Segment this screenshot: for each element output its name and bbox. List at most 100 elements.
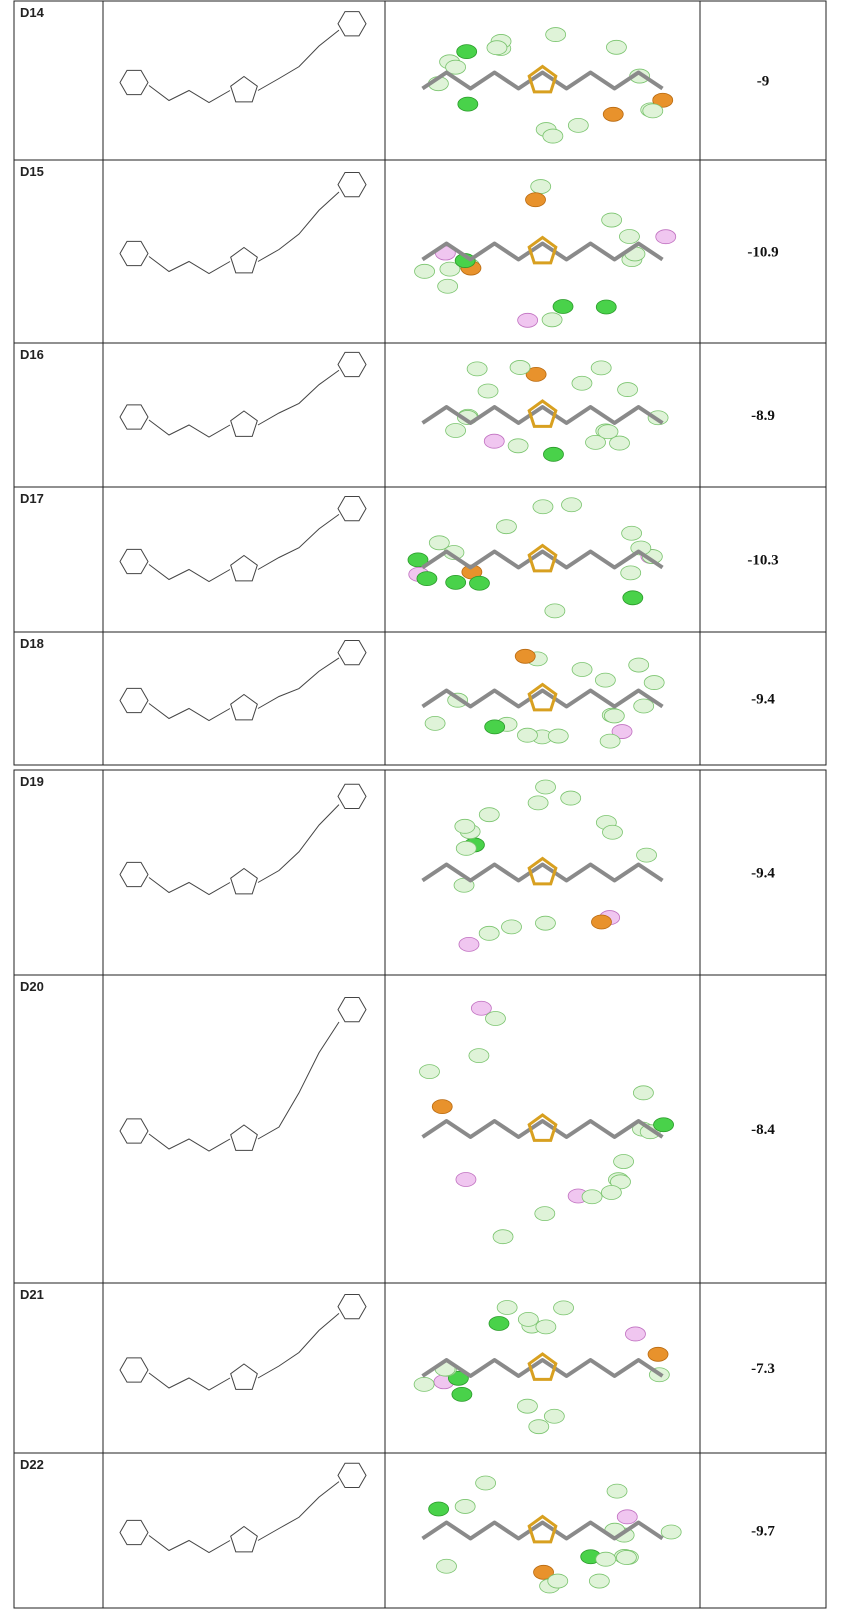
residue — [526, 193, 546, 207]
residue — [528, 796, 548, 810]
residue — [517, 728, 537, 742]
residue — [531, 180, 551, 194]
compound-id: D20 — [20, 979, 44, 994]
cell-border — [14, 343, 826, 487]
residue — [623, 591, 643, 605]
molecule-ring — [231, 77, 258, 102]
residue — [572, 376, 592, 390]
residue — [543, 447, 563, 461]
residue — [629, 658, 649, 672]
residue — [425, 716, 445, 730]
residue — [656, 230, 676, 244]
residue — [618, 383, 638, 397]
residue — [489, 1316, 509, 1330]
compound-id: D15 — [20, 164, 44, 179]
residue — [598, 425, 618, 439]
residue — [602, 213, 622, 227]
residue — [517, 1399, 537, 1413]
molecule-ring — [120, 549, 148, 573]
residue — [548, 729, 568, 743]
residue — [415, 264, 435, 278]
residue — [548, 1574, 568, 1588]
residue — [553, 300, 573, 314]
residue — [622, 526, 642, 540]
molecule-bond — [149, 565, 230, 582]
molecule-bond — [258, 658, 339, 709]
residue — [614, 1155, 634, 1169]
ligand — [423, 73, 663, 89]
residue — [602, 825, 622, 839]
residue — [476, 1476, 496, 1490]
residue — [619, 230, 639, 244]
residue — [529, 1420, 549, 1434]
table-row: D22-9.7 — [14, 1453, 826, 1608]
molecule-ring — [338, 998, 366, 1022]
cell-border — [14, 1453, 826, 1608]
molecule-bond — [258, 805, 339, 883]
residue — [479, 808, 499, 822]
residue — [510, 360, 530, 374]
molecule-ring — [231, 1364, 258, 1389]
residue — [414, 1377, 434, 1391]
cell-border — [14, 975, 826, 1283]
page: D14-9D15-10.9D16-8.9D17-10.3D18-9.4D19-9… — [0, 0, 848, 1609]
cell-border — [14, 632, 826, 765]
docking-score: -8.9 — [751, 408, 775, 424]
molecule-ring — [231, 248, 258, 273]
residue — [446, 575, 466, 589]
residue — [438, 279, 458, 293]
molecule-ring — [338, 12, 366, 36]
compound-id: D14 — [20, 5, 45, 20]
table-row: D14-9 — [14, 1, 826, 160]
residue — [616, 1550, 636, 1564]
molecule-ring — [231, 695, 258, 720]
residue — [568, 118, 588, 132]
compound-id: D19 — [20, 774, 44, 789]
residue — [446, 423, 466, 437]
docking-score: -9.4 — [751, 692, 775, 708]
residue — [562, 498, 582, 512]
molecule-ring — [338, 784, 366, 808]
residue — [654, 1118, 674, 1132]
residue — [432, 1100, 452, 1114]
residue — [604, 709, 624, 723]
molecule-bond — [258, 1022, 339, 1139]
residue — [595, 673, 615, 687]
molecule-bond — [149, 878, 230, 895]
molecule-ring — [338, 352, 366, 376]
residue — [572, 663, 592, 677]
residue — [607, 1484, 627, 1498]
molecule-ring — [120, 1520, 148, 1544]
residue — [600, 734, 620, 748]
molecule-ring — [231, 869, 258, 894]
residue — [536, 780, 556, 794]
molecule-bond — [258, 30, 339, 90]
molecule-bond — [258, 192, 339, 262]
residue — [487, 41, 507, 55]
molecule-bond — [149, 86, 230, 103]
table-row: D16-8.9 — [14, 343, 826, 487]
molecule-bond — [258, 1482, 339, 1541]
cell-border — [14, 1283, 826, 1453]
residue — [458, 97, 478, 111]
residue — [596, 300, 616, 314]
residue — [496, 520, 516, 534]
molecule-ring — [120, 241, 148, 265]
residue — [485, 720, 505, 734]
residue — [518, 1312, 538, 1326]
molecule-bond — [149, 704, 230, 721]
residue — [601, 1186, 621, 1200]
residue — [533, 500, 553, 514]
compound-id: D18 — [20, 636, 44, 651]
residue — [493, 1230, 513, 1244]
residue — [625, 1327, 645, 1341]
compound-id: D22 — [20, 1457, 44, 1472]
table-row: D17-10.3 — [14, 487, 826, 632]
residue — [644, 676, 664, 690]
table-row: D21-7.3 — [14, 1283, 826, 1453]
residue — [643, 104, 663, 118]
residue — [429, 1502, 449, 1516]
residue — [467, 362, 487, 376]
cell-border — [14, 770, 826, 975]
residue — [591, 361, 611, 375]
